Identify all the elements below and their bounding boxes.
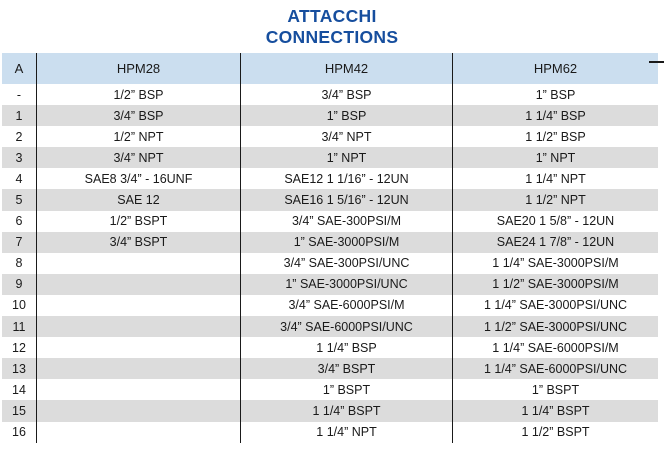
title-line-italian: ATTACCHI [287,6,377,26]
table-row: 15 1 1/4” BSPT 1 1/4” BSPT [2,400,658,422]
hpm62-cell: 1 1/4” NPT [525,171,586,186]
hpm28-cell: 3/4” BSP [37,105,241,127]
row-label-cell: 2 [2,126,37,148]
table-row: 3 3/4” NPT 1” NPT 1” NPT [2,147,658,169]
hpm62-cell: 1 1/4” SAE-6000PSI/M [492,340,619,355]
table-row: 16 1 1/4” NPT 1 1/2” BSPT [2,421,658,443]
table-header-row: A HPM28 HPM42 HPM62 [2,53,658,84]
hpm42-cell: 1” NPT [241,147,453,169]
hpm28-cell: 3/4” NPT [37,147,241,169]
hpm62-cell: 1” BSP [535,87,576,102]
column-header-hpm62: HPM62 [533,61,578,76]
hpm42-cell: 1” SAE-3000PSI/M [241,231,453,253]
table-row: 4 SAE8 3/4” - 16UNF SAE12 1 1/16” - 12UN 1 … [2,168,658,190]
row-label-cell: 12 [2,337,37,359]
hpm42-cell: SAE16 1 5/16” - 12UN [241,189,453,211]
connections-table: A HPM28 HPM42 HPM62 -1/2” BSP 3/4” BSP 1” … [2,53,658,443]
hpm28-cell [37,421,241,443]
hpm42-cell: 1” BSP [241,105,453,127]
hpm42-cell: 3/4” BSPT [241,358,453,380]
hpm62-cell: 1 1/2” SAE-3000PSI/UNC [483,319,628,334]
crop-tick-line [649,61,664,63]
row-label-cell: 13 [2,358,37,380]
hpm42-cell: 1” SAE-3000PSI/UNC [241,273,453,295]
table-row: 8 3/4” SAE-300PSI/UNC 1 1/4” SAE-3000PSI/M [2,252,658,274]
hpm28-cell [37,294,241,317]
hpm28-cell [37,273,241,295]
hpm28-cell [37,358,241,380]
hpm42-cell: 1” BSPT [241,379,453,401]
hpm42-cell: 3/4” SAE-300PSI/UNC [241,252,453,274]
hpm42-cell: 3/4” SAE-6000PSI/M [241,294,453,317]
page-title: ATTACCHI CONNECTIONS [0,0,664,48]
hpm62-cell: 1” BSPT [531,382,580,397]
hpm62-cell: 1 1/2” BSP [525,129,586,144]
row-label-cell: 7 [2,231,37,253]
row-label-cell: 9 [2,273,37,295]
hpm62-cell: SAE24 1 7/8” - 12UN [496,235,615,250]
hpm42-cell: 3/4” NPT [241,126,453,148]
hpm28-cell: 1/2” BSP [37,84,241,106]
hpm42-cell: 1 1/4” BSPT [241,400,453,422]
table-row: 5 SAE 12 SAE16 1 5/16” - 12UN 1 1/2” NPT [2,189,658,211]
hpm42-cell: SAE12 1 1/16” - 12UN [241,168,453,190]
table-row: 2 1/2” NPT 3/4” NPT 1 1/2” BSP [2,126,658,148]
hpm62-cell: 1 1/4” SAE-3000PSI/UNC [483,298,628,313]
hpm28-cell [37,379,241,401]
row-label-cell: 8 [2,252,37,274]
table-row: 11 3/4” SAE-6000PSI/UNC 1 1/2” SAE-3000PSI… [2,316,658,338]
hpm42-cell: 1 1/4” NPT [241,421,453,443]
table-row: -1/2” BSP 3/4” BSP 1” BSP [2,84,658,106]
hpm62-cell: 1 1/2” NPT [525,193,586,208]
hpm62-cell: 1 1/4” BSP [525,108,586,123]
column-header-hpm42: HPM42 [241,53,453,84]
table-row: 6 1/2” BSPT 3/4” SAE-300PSI/M SAE20 1 5/8” … [2,210,658,232]
table-row: 14 1” BSPT 1” BSPT [2,379,658,401]
row-label-cell: 6 [2,210,37,232]
hpm42-cell: 1 1/4” BSP [241,337,453,359]
column-header-a: A [2,53,37,84]
hpm42-cell: 3/4” SAE-300PSI/M [241,210,453,232]
row-label-cell: - [2,84,37,106]
row-label-cell: 16 [2,421,37,443]
hpm62-cell: 1” NPT [535,150,576,165]
hpm28-cell [37,400,241,422]
row-label-cell: 11 [2,316,37,338]
table-row: 10 3/4” SAE-6000PSI/M 1 1/4” SAE-3000PSI/U… [2,294,658,317]
hpm62-cell: 1 1/2” BSPT [521,425,590,440]
hpm28-cell: 3/4” BSPT [37,231,241,253]
hpm28-cell: 1/2” NPT [37,126,241,148]
title-line-english: CONNECTIONS [265,27,399,47]
table-row: 9 1” SAE-3000PSI/UNC 1 1/2” SAE-3000PSI/M [2,273,658,295]
row-label-cell: 15 [2,400,37,422]
hpm28-cell: SAE8 3/4” - 16UNF [37,168,241,190]
hpm42-cell: 3/4” SAE-6000PSI/UNC [241,316,453,338]
table-body: -1/2” BSP 3/4” BSP 1” BSP 1 3/4” BSP 1” BSP 1 … [2,84,658,443]
row-label-cell: 14 [2,379,37,401]
column-header-hpm28: HPM28 [37,53,241,84]
hpm62-cell: 1 1/4” SAE-3000PSI/M [492,256,619,271]
hpm42-cell: 3/4” BSP [241,84,453,106]
row-label-cell: 4 [2,168,37,190]
table-row: 13 3/4” BSPT 1 1/4” SAE-6000PSI/UNC [2,358,658,380]
hpm28-cell [37,252,241,274]
hpm62-cell: 1 1/4” BSPT [521,403,590,418]
table-row: 1 3/4” BSP 1” BSP 1 1/4” BSP [2,105,658,127]
row-label-cell: 1 [2,105,37,127]
hpm62-cell: 1 1/4” SAE-6000PSI/UNC [483,361,628,376]
row-label-cell: 10 [2,294,37,317]
row-label-cell: 5 [2,189,37,211]
row-label-cell: 3 [2,147,37,169]
hpm62-cell: SAE20 1 5/8” - 12UN [496,214,615,229]
hpm62-cell: 1 1/2” SAE-3000PSI/M [492,277,619,292]
hpm28-cell: 1/2” BSPT [37,210,241,232]
table-row: 12 1 1/4” BSP 1 1/4” SAE-6000PSI/M [2,337,658,359]
hpm28-cell [37,337,241,359]
hpm28-cell: SAE 12 [37,189,241,211]
table-row: 7 3/4” BSPT 1” SAE-3000PSI/M SAE24 1 7/8” -… [2,231,658,253]
hpm28-cell [37,316,241,338]
